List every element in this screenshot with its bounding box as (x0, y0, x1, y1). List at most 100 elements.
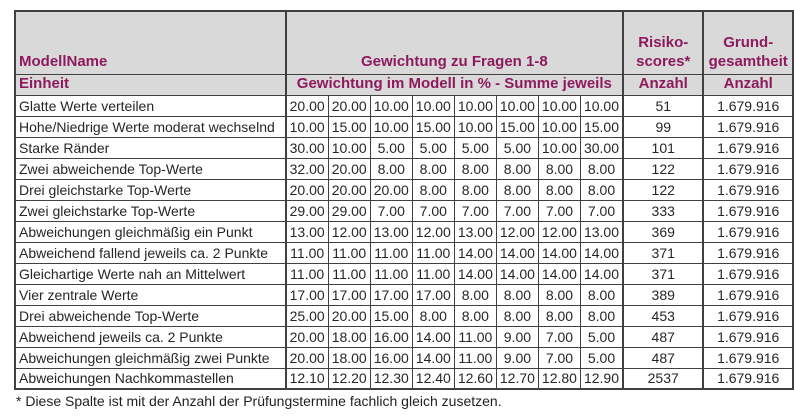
weight-cell: 10.00 (537, 136, 581, 159)
table-row: Zwei gleichstarke Top-Werte 29.00 29.00 7.0… (14, 199, 794, 222)
weight-cell: 8.00 (537, 157, 581, 180)
model-name-cell: Gleichartige Werte nah an Mittelwert (14, 262, 287, 285)
weight-cell: 8.00 (537, 304, 581, 327)
table-row: Abweichungen gleichmäßig ein Punkt 13.00 1… (14, 220, 794, 243)
weight-cell: 11.00 (411, 262, 455, 285)
weight-cell: 12.90 (579, 367, 624, 390)
model-name-cell: Abweichungen gleichmäßig ein Punkt (14, 220, 287, 243)
table-row: Abweichungen gleichmäßig zwei Punkte 20.0… (14, 346, 794, 369)
weight-cell: 8.00 (579, 283, 624, 306)
weight-cell: 10.00 (369, 94, 413, 117)
weight-cell: 10.00 (453, 94, 497, 117)
table-row: Zwei abweichende Top-Werte 32.00 20.00 8.00… (14, 157, 794, 180)
weight-cell: 15.00 (369, 304, 413, 327)
weight-cell: 20.00 (327, 157, 371, 180)
weight-cell: 25.00 (284, 304, 329, 327)
weight-cell: 7.00 (495, 199, 539, 222)
weight-cell: 18.00 (327, 325, 371, 348)
model-name-cell: Drei abweichende Top-Werte (14, 304, 287, 327)
weight-cell: 17.00 (411, 283, 455, 306)
weight-cell: 13.00 (369, 220, 413, 243)
table-row: Abweichungen Nachkommastellen 12.10 12.20 1… (14, 367, 794, 390)
weight-cell: 11.00 (284, 262, 329, 285)
header-grundgesamtheit-line2: gesamtheit (708, 52, 788, 70)
weight-cell: 14.00 (495, 241, 539, 264)
weight-cell: 12.20 (327, 367, 371, 390)
weight-cell: 5.00 (411, 136, 455, 159)
weight-cell: 20.00 (284, 346, 329, 369)
weight-cell: 11.00 (327, 262, 371, 285)
header-row-1: ModellName Gewichtung zu Fragen 1-8 Risi… (14, 10, 794, 75)
risikoscore-cell: 122 (622, 178, 704, 201)
weight-cell: 20.00 (284, 325, 329, 348)
weight-cell: 29.00 (327, 199, 371, 222)
grundgesamtheit-cell: 1.679.916 (702, 115, 794, 138)
table-row: Drei gleichstarke Top-Werte 20.00 20.00 20.… (14, 178, 794, 201)
weight-cell: 14.00 (453, 262, 497, 285)
weight-cell: 7.00 (453, 199, 497, 222)
model-name-cell: Drei gleichstarke Top-Werte (14, 178, 287, 201)
risikoscore-cell: 371 (622, 262, 704, 285)
header-einheit: Einheit (14, 73, 287, 96)
model-name-cell: Hohe/Niedrige Werte moderat wechselnd (14, 115, 287, 138)
table-body: Glatte Werte verteilen 20.00 20.00 10.00 10.… (14, 94, 794, 390)
weight-cell: 18.00 (327, 346, 371, 369)
weight-cell: 32.00 (284, 157, 329, 180)
header-modellname: ModellName (14, 10, 287, 75)
table-row: Gleichartige Werte nah an Mittelwert 11.0… (14, 262, 794, 285)
weight-cell: 16.00 (369, 346, 413, 369)
grundgesamtheit-cell: 1.679.916 (702, 94, 794, 117)
weight-cell: 8.00 (411, 178, 455, 201)
weight-cell: 7.00 (369, 199, 413, 222)
weight-cell: 10.00 (411, 94, 455, 117)
model-name-cell: Glatte Werte verteilen (14, 94, 287, 117)
weight-cell: 5.00 (579, 325, 624, 348)
weight-cell: 14.00 (537, 241, 581, 264)
weight-cell: 7.00 (411, 199, 455, 222)
weight-cell: 9.00 (495, 346, 539, 369)
risikoscore-cell: 99 (622, 115, 704, 138)
weight-cell: 8.00 (495, 178, 539, 201)
risikoscore-cell: 369 (622, 220, 704, 243)
risikoscore-cell: 453 (622, 304, 704, 327)
header-gewichtung-group: Gewichtung zu Fragen 1-8 (284, 10, 624, 75)
grundgesamtheit-cell: 1.679.916 (702, 367, 794, 390)
weight-cell: 12.40 (411, 367, 455, 390)
weight-cell: 15.00 (495, 115, 539, 138)
grundgesamtheit-cell: 1.679.916 (702, 241, 794, 264)
weight-cell: 8.00 (495, 157, 539, 180)
weight-cell: 10.00 (537, 94, 581, 117)
weight-cell: 8.00 (453, 157, 497, 180)
weight-cell: 5.00 (579, 346, 624, 369)
model-name-cell: Abweichungen Nachkommastellen (14, 367, 287, 390)
weight-cell: 15.00 (327, 115, 371, 138)
weight-cell: 8.00 (453, 178, 497, 201)
grundgesamtheit-cell: 1.679.916 (702, 304, 794, 327)
weight-cell: 8.00 (579, 178, 624, 201)
weight-cell: 14.00 (537, 262, 581, 285)
grundgesamtheit-cell: 1.679.916 (702, 325, 794, 348)
weight-cell: 7.00 (537, 325, 581, 348)
weight-cell: 8.00 (453, 304, 497, 327)
weight-cell: 12.00 (327, 220, 371, 243)
risikoscore-cell: 371 (622, 241, 704, 264)
header-anzahl-grund: Anzahl (702, 73, 794, 96)
table-header: ModellName Gewichtung zu Fragen 1-8 Risi… (14, 10, 794, 96)
weight-cell: 13.00 (579, 220, 624, 243)
model-name-cell: Vier zentrale Werte (14, 283, 287, 306)
model-name-cell: Abweichend jeweils ca. 2 Punkte (14, 325, 287, 348)
table-row: Starke Ränder 30.00 10.00 5.00 5.00 5.00 5.00 1… (14, 136, 794, 159)
weight-cell: 17.00 (369, 283, 413, 306)
weight-cell: 12.10 (284, 367, 329, 390)
model-name-cell: Starke Ränder (14, 136, 287, 159)
weight-cell: 5.00 (369, 136, 413, 159)
weight-cell: 14.00 (579, 241, 624, 264)
weight-cell: 10.00 (495, 94, 539, 117)
risikoscore-cell: 487 (622, 325, 704, 348)
weight-cell: 11.00 (453, 346, 497, 369)
weight-cell: 11.00 (453, 325, 497, 348)
grundgesamtheit-cell: 1.679.916 (702, 262, 794, 285)
weight-cell: 20.00 (284, 94, 329, 117)
weight-cell: 8.00 (495, 283, 539, 306)
